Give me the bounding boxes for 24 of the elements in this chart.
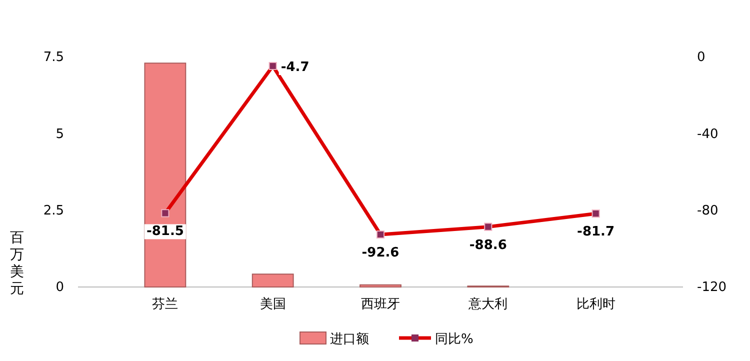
legend-label: 进口额 bbox=[330, 332, 369, 347]
y-axis-title: 百万美元 bbox=[10, 230, 24, 297]
y-tick-label: 5 bbox=[56, 126, 64, 142]
y2-tick-label: -40 bbox=[697, 126, 718, 142]
x-tick-label: 芬兰 bbox=[152, 297, 178, 312]
bar bbox=[360, 284, 402, 288]
bar bbox=[144, 62, 186, 288]
data-label: -92.6 bbox=[362, 245, 400, 260]
y2-tick-label: 0 bbox=[697, 50, 706, 66]
data-label: -4.7 bbox=[280, 60, 310, 76]
legend-label: 同比% bbox=[435, 332, 474, 347]
y-tick-label: 0 bbox=[56, 280, 64, 296]
x-tick-label: 美国 bbox=[260, 296, 286, 312]
x-tick-label: 西班牙 bbox=[361, 297, 400, 312]
data-label: -88.6 bbox=[469, 238, 507, 253]
y-tick-label: 2.5 bbox=[43, 203, 64, 218]
x-tick-label: 比利时 bbox=[576, 297, 616, 312]
y-tick-label: 7.5 bbox=[43, 50, 64, 66]
data-label: -81.7 bbox=[577, 224, 615, 240]
y2-tick-label: -80 bbox=[697, 203, 718, 218]
data-label: -81.5 bbox=[146, 224, 184, 240]
bar bbox=[252, 274, 294, 288]
y2-tick-label: -120 bbox=[697, 280, 727, 296]
x-tick-label: 意大利 bbox=[468, 297, 508, 312]
